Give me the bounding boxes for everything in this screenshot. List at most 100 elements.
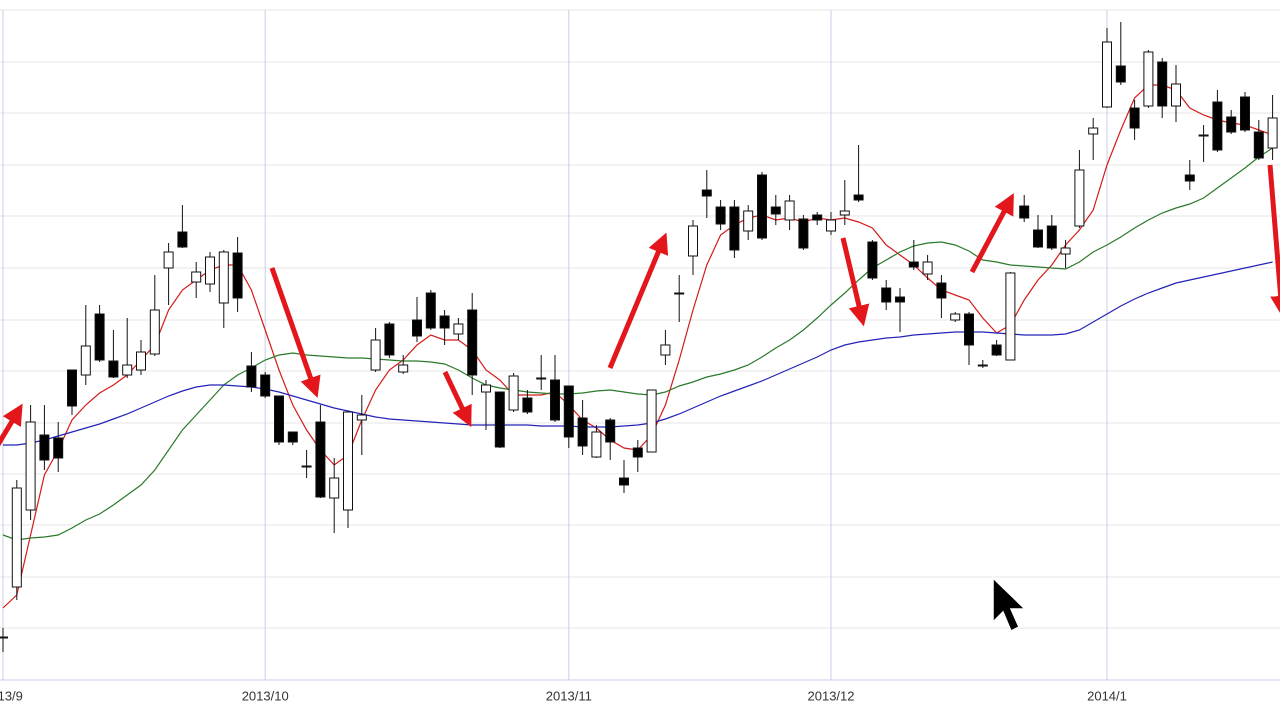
grid bbox=[0, 9, 1280, 681]
arrow bbox=[269, 267, 321, 398]
arrow bbox=[607, 232, 669, 369]
arrow bbox=[840, 237, 870, 327]
candle-body bbox=[343, 411, 353, 511]
candle-body bbox=[757, 174, 767, 239]
candle-body bbox=[191, 271, 202, 283]
candle-body bbox=[674, 292, 685, 295]
candle-body bbox=[1171, 83, 1181, 107]
candle-body bbox=[1143, 51, 1154, 107]
candle-body bbox=[356, 414, 367, 421]
candle-body bbox=[1184, 174, 1195, 182]
candle-body bbox=[908, 261, 919, 268]
candle-body bbox=[232, 252, 243, 299]
candle-body bbox=[439, 315, 450, 329]
candle-body bbox=[384, 323, 395, 356]
x-tick-label: 2013/9 bbox=[0, 688, 23, 703]
candle-body bbox=[522, 397, 533, 413]
candle-body bbox=[591, 431, 602, 458]
candle-body bbox=[218, 251, 229, 304]
candle-body bbox=[287, 431, 298, 443]
candle-body bbox=[481, 384, 491, 393]
candle-body bbox=[136, 351, 146, 371]
candle-body bbox=[1019, 205, 1030, 219]
candle-body bbox=[1198, 134, 1209, 137]
arrow bbox=[969, 193, 1014, 274]
candle-body bbox=[550, 379, 560, 421]
candle-body bbox=[1102, 41, 1112, 108]
candle-body bbox=[715, 206, 726, 225]
candle-body bbox=[798, 218, 809, 249]
candle-body bbox=[246, 365, 257, 388]
candle-body bbox=[108, 360, 119, 378]
candle-body bbox=[329, 477, 340, 499]
candle-body bbox=[1253, 131, 1264, 159]
candle-body bbox=[260, 374, 271, 397]
candle-body bbox=[950, 313, 961, 321]
mouse-cursor bbox=[992, 576, 1027, 633]
candle-body bbox=[729, 206, 740, 251]
ma-line bbox=[2, 84, 1273, 609]
candle-body bbox=[149, 309, 160, 355]
candle-body bbox=[1060, 247, 1071, 255]
candle-body bbox=[646, 389, 657, 453]
candle-body bbox=[453, 323, 464, 335]
candle-body bbox=[1226, 116, 1237, 133]
candle-body bbox=[1240, 96, 1250, 131]
candle-body bbox=[494, 391, 505, 448]
candle-body bbox=[53, 437, 64, 459]
candle-body bbox=[1129, 107, 1140, 129]
candle-body bbox=[1046, 225, 1057, 249]
annotation-arrows bbox=[0, 164, 1280, 447]
candle-body bbox=[977, 364, 988, 367]
candle-body bbox=[67, 369, 77, 407]
arrow bbox=[0, 403, 23, 447]
candle-body bbox=[922, 261, 933, 275]
candle-body bbox=[895, 296, 905, 303]
candle-body bbox=[660, 344, 671, 356]
candle-body bbox=[867, 241, 878, 279]
candle-body bbox=[577, 417, 588, 447]
candle-body bbox=[11, 487, 22, 588]
candle-body bbox=[1088, 127, 1099, 135]
candle-body bbox=[301, 465, 312, 468]
candle-body bbox=[1157, 61, 1168, 107]
x-axis: 2013/9 2013/10 2013/11 2013/12 2014/1 bbox=[0, 688, 1127, 703]
candle-body bbox=[425, 292, 436, 329]
candle-body bbox=[1074, 169, 1085, 227]
candle-body bbox=[619, 477, 629, 486]
x-tick-label: 2013/10 bbox=[242, 688, 289, 703]
candle-body bbox=[398, 364, 409, 373]
candle-body bbox=[80, 345, 91, 376]
candle-body bbox=[784, 200, 795, 221]
x-tick-label: 2013/12 bbox=[808, 688, 855, 703]
candle-body bbox=[936, 282, 947, 299]
candle-body bbox=[467, 309, 478, 376]
candle-body bbox=[632, 447, 643, 458]
candle-body bbox=[0, 636, 8, 639]
candle-body bbox=[25, 421, 36, 511]
candle-body bbox=[1267, 117, 1278, 149]
arrow bbox=[442, 370, 472, 428]
candle-body bbox=[1033, 229, 1043, 248]
candle-body bbox=[743, 210, 754, 232]
candle-body bbox=[991, 344, 1002, 356]
candle-body bbox=[839, 210, 850, 216]
candle-body bbox=[964, 313, 974, 346]
x-tick-label: 2013/11 bbox=[546, 688, 592, 703]
candle-body bbox=[688, 225, 698, 257]
moving-averages bbox=[2, 84, 1273, 609]
x-tick-label: 2014/1 bbox=[1087, 688, 1127, 703]
candle-body bbox=[563, 385, 574, 438]
candle-body bbox=[770, 206, 781, 215]
candle-body bbox=[812, 214, 823, 221]
candle-body bbox=[122, 364, 133, 376]
ma-line bbox=[3, 261, 1273, 446]
candle-body bbox=[508, 375, 519, 411]
ma-line bbox=[2, 147, 1273, 541]
candle-body bbox=[826, 219, 836, 232]
candle-body bbox=[94, 313, 105, 361]
candle-body bbox=[370, 339, 381, 371]
candle-body bbox=[205, 256, 215, 285]
